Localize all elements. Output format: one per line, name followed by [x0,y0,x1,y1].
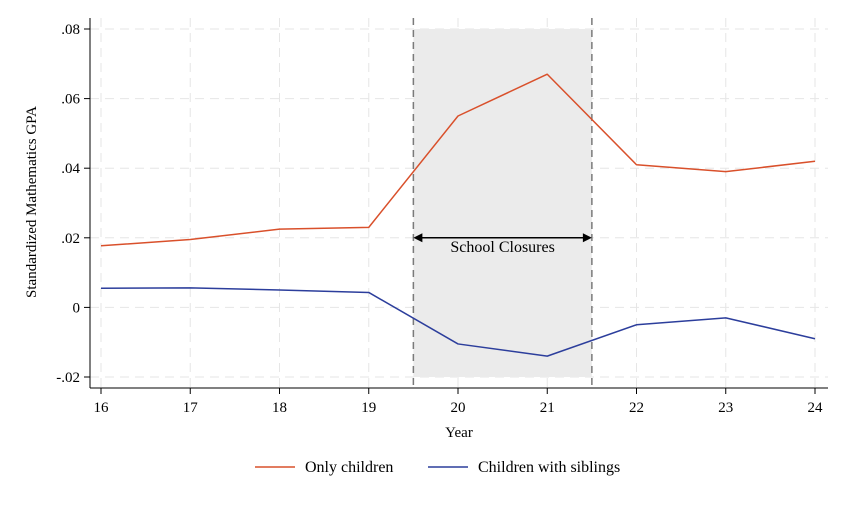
y-tick-label-0: -.02 [56,370,80,386]
annotation-arrowhead-left [413,233,423,243]
y-tick-label-3: .04 [61,161,80,177]
series-line-only-children [100,73,816,247]
y-tick-label-2: .02 [61,231,80,247]
y-axis-title: Standardized Mathematics GPA [24,106,40,298]
school-closures-region [413,29,592,377]
x-axis-title: Year [445,425,473,441]
legend-label-children-with-siblings: Children with siblings [478,459,620,476]
x-tick-label-5: 21 [540,400,555,416]
annotation-layer: School Closures [413,233,592,256]
x-tick-label-2: 18 [272,400,287,416]
x-tick-label-7: 23 [718,400,733,416]
y-tick-label-4: .06 [61,92,80,108]
annotation-arrowhead-right [582,233,592,243]
x-tick-label-3: 19 [361,400,376,416]
x-tick-label-8: 24 [808,400,824,416]
series-line-children-with-siblings [100,287,816,357]
legend: Only children Children with siblings [255,459,620,476]
x-tick-label-6: 22 [629,400,644,416]
x-tick-label-1: 17 [183,400,199,416]
y-tick-label-5: .08 [61,22,80,38]
x-tick-label-0: 16 [94,400,110,416]
series-layer [100,73,816,357]
shaded-region-layer [412,18,593,388]
annotation-label: School Closures [450,239,554,256]
x-tick-label-4: 20 [451,400,466,416]
axes-layer: -.02 0 .02 .04 .06 .08 16 17 18 19 20 21 22 23 24 [56,18,828,416]
legend-label-only-children: Only children [305,459,393,476]
y-tick-label-1: 0 [73,300,81,316]
